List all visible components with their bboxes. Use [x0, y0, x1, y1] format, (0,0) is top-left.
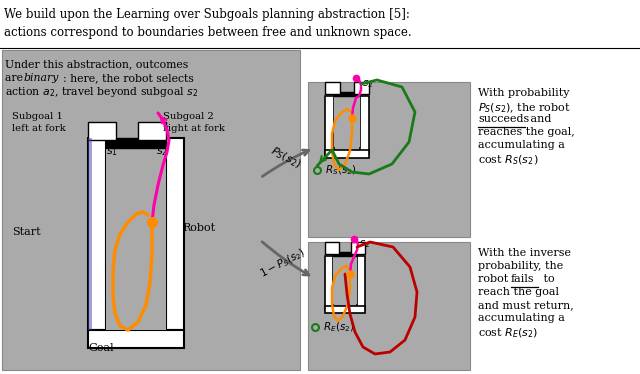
Text: are: are — [5, 73, 26, 83]
Text: robot: robot — [478, 274, 512, 284]
Text: binary: binary — [24, 73, 60, 83]
Text: Subgoal 2
right at fork: Subgoal 2 right at fork — [163, 112, 225, 133]
Text: $s_2$: $s_2$ — [359, 238, 371, 250]
Text: and: and — [527, 114, 552, 124]
Bar — [354, 82, 369, 94]
Bar — [106, 138, 166, 148]
Text: accumulating a: accumulating a — [478, 140, 565, 150]
Text: $s_2$: $s_2$ — [362, 78, 373, 90]
Bar — [308, 242, 470, 370]
Text: $s_2$: $s_2$ — [156, 146, 168, 158]
Text: With probability: With probability — [478, 88, 570, 98]
Bar — [88, 138, 106, 330]
Text: $P_S(s_2)$, the robot: $P_S(s_2)$, the robot — [478, 101, 571, 114]
Bar — [325, 96, 334, 154]
Bar — [138, 122, 166, 140]
Bar — [88, 122, 116, 140]
Bar — [360, 96, 369, 154]
Bar — [333, 257, 357, 304]
Bar — [351, 242, 365, 254]
Text: accumulating a: accumulating a — [478, 313, 565, 323]
Bar — [308, 82, 470, 237]
Bar — [357, 256, 365, 310]
Bar — [106, 140, 166, 330]
Text: reach the goal: reach the goal — [478, 287, 559, 297]
Bar — [166, 138, 184, 330]
Text: Under this abstraction, outcomes: Under this abstraction, outcomes — [5, 59, 188, 69]
Text: probability, the: probability, the — [478, 261, 563, 271]
Bar — [325, 256, 333, 310]
Text: Subgoal 1
left at fork: Subgoal 1 left at fork — [12, 112, 66, 133]
Bar — [325, 306, 365, 313]
Text: Robot: Robot — [182, 223, 215, 233]
Text: $R_S(s_2)$: $R_S(s_2)$ — [325, 163, 356, 177]
Bar — [2, 50, 300, 370]
Text: $R_E(s_2)$: $R_E(s_2)$ — [323, 320, 355, 334]
Text: cost $R_E(s_2)$: cost $R_E(s_2)$ — [478, 326, 538, 340]
Bar — [334, 97, 360, 147]
Text: Goal: Goal — [88, 343, 114, 353]
Text: fails: fails — [511, 274, 534, 284]
Text: and must return,: and must return, — [478, 300, 573, 310]
Text: With the inverse: With the inverse — [478, 248, 571, 258]
Bar — [88, 138, 92, 330]
Text: reaches the goal,: reaches the goal, — [478, 127, 575, 137]
Text: We build upon the Learning over Subgoals planning abstraction [5]:: We build upon the Learning over Subgoals… — [4, 7, 410, 21]
Bar — [325, 82, 340, 94]
Text: Start: Start — [12, 227, 40, 237]
Bar — [333, 252, 357, 256]
Bar — [325, 150, 369, 158]
Text: action $a_2$, travel beyond subgoal $s_2$: action $a_2$, travel beyond subgoal $s_2… — [5, 85, 198, 99]
Text: : here, the robot selects: : here, the robot selects — [63, 73, 194, 83]
Bar — [334, 92, 360, 96]
Bar — [325, 242, 339, 254]
Text: cost $R_S(s_2)$: cost $R_S(s_2)$ — [478, 153, 538, 166]
Text: $1-P_S(s_2)$: $1-P_S(s_2)$ — [258, 245, 308, 281]
Text: actions correspond to boundaries between free and unknown space.: actions correspond to boundaries between… — [4, 25, 412, 39]
Text: succeeds: succeeds — [478, 114, 529, 124]
Text: to: to — [540, 274, 555, 284]
Bar — [88, 330, 184, 348]
Text: $P_S(s_2)$: $P_S(s_2)$ — [268, 144, 303, 172]
Text: $s_1$: $s_1$ — [106, 146, 118, 158]
